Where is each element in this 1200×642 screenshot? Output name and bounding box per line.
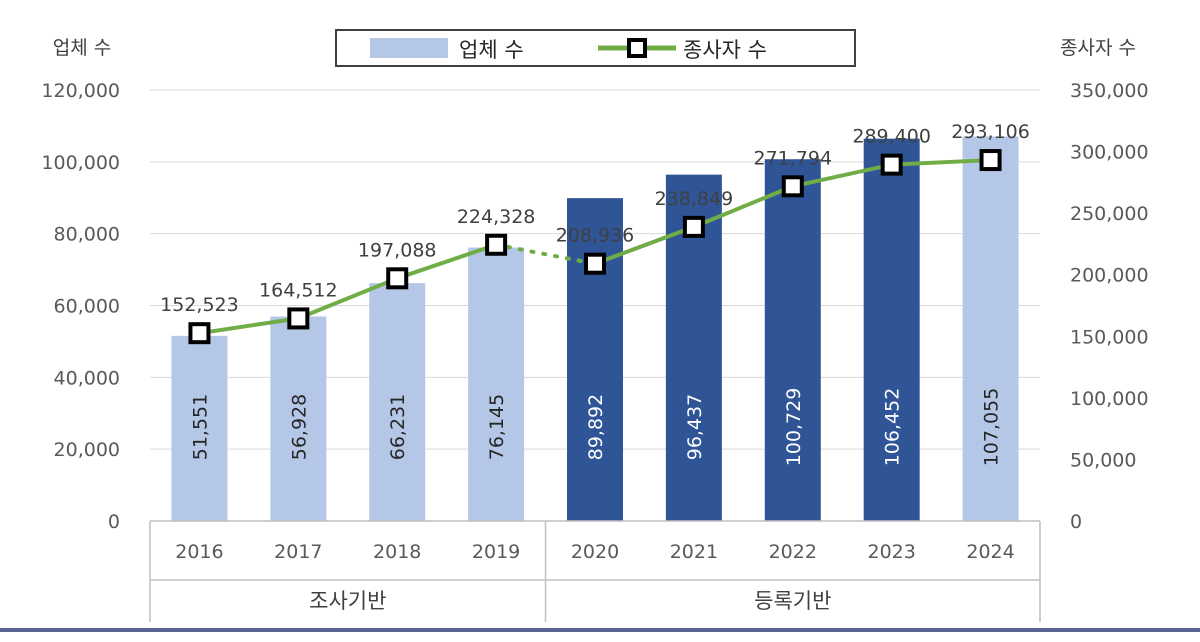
left-tick-label: 40,000 bbox=[54, 367, 120, 389]
legend-marker-swatch bbox=[627, 38, 647, 58]
line-segment bbox=[691, 184, 795, 229]
legend-bar-swatch bbox=[370, 38, 448, 58]
legend-label-line: 종사자 수 bbox=[683, 38, 767, 62]
group-label: 조사기반 bbox=[309, 589, 386, 613]
line-segment-dotted bbox=[494, 242, 597, 266]
right-tick-label: 0 bbox=[1070, 511, 1082, 533]
x-tick-label: 2022 bbox=[769, 541, 817, 563]
bar-value-label: 66,231 bbox=[387, 394, 409, 460]
right-tick-label: 100,000 bbox=[1070, 388, 1149, 410]
x-tick-label: 2018 bbox=[373, 541, 421, 563]
line-series: 152,523 164,512 197,088 224,328 208,936 238,8… bbox=[160, 121, 1030, 345]
left-tick-label: 0 bbox=[108, 511, 120, 533]
line-value-label: 271,794 bbox=[753, 147, 832, 169]
line-segment bbox=[296, 276, 400, 321]
line-marker bbox=[386, 267, 409, 290]
bar bbox=[962, 136, 1019, 521]
line-value-label: 152,523 bbox=[160, 294, 239, 316]
x-tick-label: 2023 bbox=[867, 541, 915, 563]
right-axis-title: 종사자 수 bbox=[1060, 37, 1136, 59]
line-value-label: 238,849 bbox=[655, 188, 734, 210]
bar bbox=[863, 138, 920, 521]
right-tick-label: 200,000 bbox=[1070, 265, 1149, 287]
axes: 0 20,000 40,000 60,000 80,000 100,000 120,000 0… bbox=[41, 80, 1149, 622]
line-value-label: 289,400 bbox=[852, 126, 931, 148]
line-segment bbox=[889, 158, 993, 167]
line-segment bbox=[197, 316, 301, 336]
line-value-label: 164,512 bbox=[259, 279, 338, 301]
bar-value-label: 96,437 bbox=[684, 394, 706, 460]
x-tick-label: 2019 bbox=[472, 541, 520, 563]
right-tick-label: 300,000 bbox=[1070, 142, 1149, 164]
x-tick-label: 2024 bbox=[966, 541, 1014, 563]
line-marker bbox=[880, 153, 903, 176]
bar bbox=[567, 198, 623, 522]
left-axis-title: 업체 수 bbox=[53, 37, 111, 59]
line-value-label: 208,936 bbox=[556, 225, 635, 247]
bar-value-label: 89,892 bbox=[585, 394, 607, 460]
legend: 업체 수 종사자 수 bbox=[335, 29, 856, 67]
line-marker bbox=[188, 322, 211, 345]
x-tick-label: 2016 bbox=[175, 541, 223, 563]
line-marker bbox=[287, 307, 310, 330]
bar-value-label: 107,055 bbox=[981, 388, 1003, 467]
line-marker bbox=[584, 252, 606, 275]
bar bbox=[171, 335, 228, 521]
left-tick-label: 100,000 bbox=[41, 152, 120, 174]
line-value-label: 224,328 bbox=[457, 206, 536, 228]
line-segment bbox=[593, 224, 696, 266]
bar-value-label: 56,928 bbox=[288, 394, 310, 460]
bar-value-label: 106,452 bbox=[882, 388, 904, 467]
group-label: 등록기반 bbox=[754, 589, 831, 613]
right-tick-label: 250,000 bbox=[1070, 203, 1149, 225]
line-segment bbox=[790, 162, 894, 189]
bar bbox=[468, 247, 525, 521]
line-value-label: 197,088 bbox=[358, 239, 437, 261]
bar bbox=[270, 316, 327, 521]
left-tick-label: 120,000 bbox=[41, 80, 120, 102]
line-marker bbox=[485, 233, 508, 256]
left-tick-label: 20,000 bbox=[54, 439, 120, 461]
right-tick-label: 350,000 bbox=[1070, 80, 1149, 102]
line-marker bbox=[979, 149, 1002, 172]
bar bbox=[369, 283, 426, 521]
line-segment bbox=[395, 242, 499, 281]
x-tick-label: 2020 bbox=[571, 541, 619, 563]
left-tick-label: 60,000 bbox=[54, 296, 120, 318]
x-tick-label: 2017 bbox=[274, 541, 322, 563]
line-marker bbox=[682, 215, 705, 238]
bar-value-label: 100,729 bbox=[783, 388, 805, 467]
legend-label-bars: 업체 수 bbox=[459, 38, 524, 62]
right-tick-label: 50,000 bbox=[1070, 449, 1136, 471]
x-tick-label: 2021 bbox=[670, 541, 718, 563]
left-tick-label: 80,000 bbox=[54, 224, 120, 246]
bar-value-label: 51,551 bbox=[189, 394, 211, 460]
right-tick-label: 150,000 bbox=[1070, 326, 1149, 348]
bar bbox=[764, 159, 821, 521]
line-marker bbox=[781, 175, 804, 198]
bar-value-label: 76,145 bbox=[486, 394, 508, 460]
line-value-label: 293,106 bbox=[951, 121, 1030, 143]
